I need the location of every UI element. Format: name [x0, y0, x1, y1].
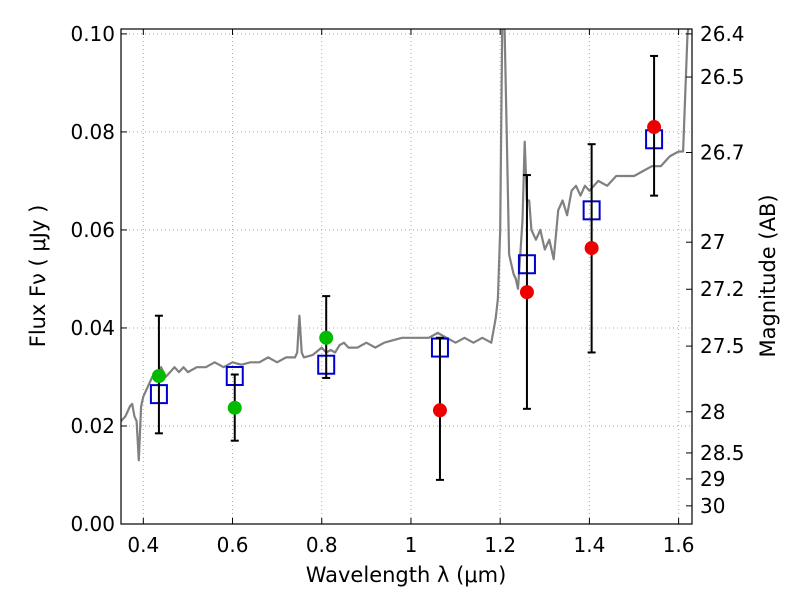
y-tick-label: 0.04: [70, 316, 115, 340]
mag-tick-label: 27.5: [700, 334, 745, 358]
y-axis: 0.00 0.02 0.04 0.06 0.08 0.10: [70, 22, 127, 536]
mag-tick-label: 26.4: [700, 22, 745, 46]
red-data-point: [584, 241, 599, 256]
y-axis-right: 26.4 26.5 26.7 27 27.2 27.5 28 28.529 30: [686, 22, 745, 518]
green-data-point: [319, 330, 334, 345]
y-axis-title: Flux Fν ( μJy ): [26, 205, 50, 348]
y-tick-label: 0.10: [70, 22, 115, 46]
y-tick-label: 0.00: [70, 512, 115, 536]
x-tick-label: 0.8: [306, 533, 338, 557]
mag-tick-label: 30: [700, 494, 725, 518]
x-tick-label: 1.4: [573, 533, 605, 557]
x-tick-label: 0.4: [127, 533, 159, 557]
green-data-point: [151, 368, 166, 383]
mag-tick-label: 29: [700, 467, 725, 491]
axes-frame: [120, 28, 693, 525]
x-tick-label: 1.2: [484, 533, 516, 557]
y-tick-label: 0.06: [70, 218, 115, 242]
plot-area: [121, 29, 690, 481]
x-tick-label: 0.6: [217, 533, 249, 557]
red-data-point: [432, 403, 447, 418]
y-tick-label: 0.08: [70, 120, 115, 144]
mag-tick-label: 27.2: [700, 277, 745, 301]
red-data-point: [519, 285, 534, 300]
grid: [121, 29, 692, 525]
mag-tick-label: 28: [700, 400, 725, 424]
y-axis-right-title: Magnitude (AB): [756, 194, 780, 357]
x-tick-label: 1: [405, 533, 418, 557]
mag-tick-label: 26.7: [700, 141, 745, 165]
series-group: [121, 29, 690, 481]
x-axis: 0.4 0.6 0.8 1 1.2 1.4 1.6: [127, 29, 695, 557]
mag-tick-label: 27: [700, 230, 725, 254]
sed-line: [121, 29, 690, 462]
mag-tick-label: 28.5: [700, 441, 745, 465]
mag-tick-label: 26.5: [700, 65, 745, 89]
x-tick-label: 1.6: [663, 533, 695, 557]
green-data-point: [227, 400, 242, 415]
x-axis-title: Wavelength λ (μm): [306, 563, 507, 587]
y-tick-label: 0.02: [70, 414, 115, 438]
red-data-point: [647, 120, 662, 135]
